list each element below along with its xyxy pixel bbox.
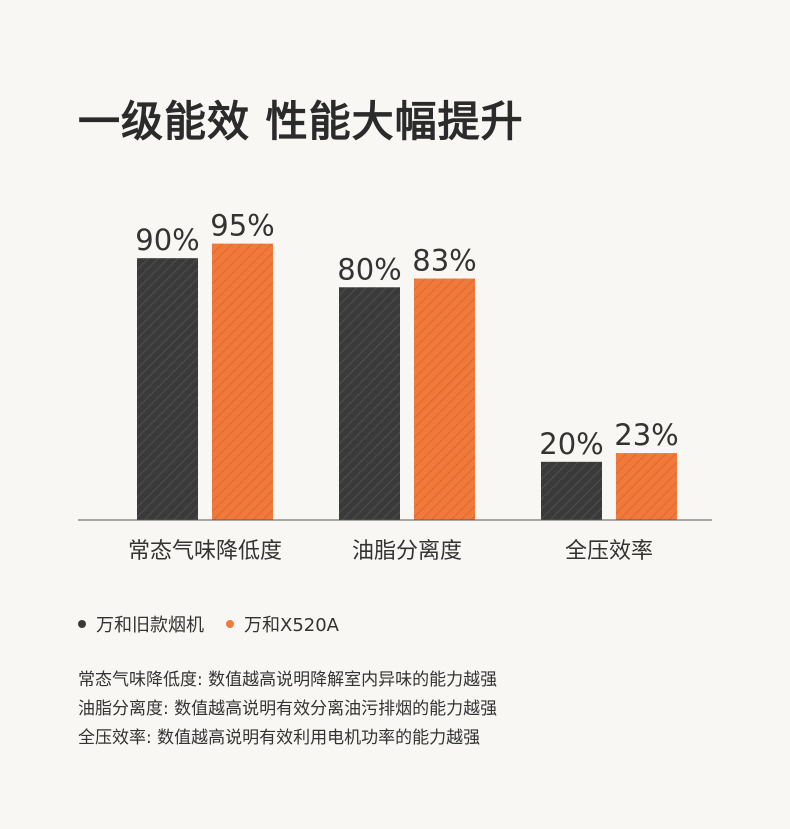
data-label-oil-separation-old: 80% <box>337 252 401 286</box>
tick-label-odor-reduction: 常态气味降低度 <box>128 539 282 564</box>
bar-pressure-efficiency-old <box>541 461 602 520</box>
metric-notes: 常态气味降低度: 数值越高说明降解室内异味的能力越强 油脂分离度: 数值越高说明… <box>78 666 497 753</box>
bar-odor-reduction-new <box>212 243 273 521</box>
bar-oil-separation-old <box>339 287 400 520</box>
tick-label-pressure-efficiency: 全压效率 <box>565 539 653 564</box>
bar-oil-separation-new <box>414 278 475 520</box>
data-label-odor-reduction-new: 95% <box>210 209 274 243</box>
data-label-pressure-efficiency-old: 20% <box>539 427 603 461</box>
legend-dot-new <box>226 620 234 628</box>
bar-pressure-efficiency-new <box>616 453 677 520</box>
tick-label-oil-separation: 油脂分离度 <box>352 539 462 564</box>
bar-chart: 90% 95% 80% 83% 20% 23% 常态气味降低度 油脂分离度 全压效率 <box>78 209 712 564</box>
legend-label-old: 万和旧款烟机 <box>96 615 204 636</box>
note-pressure-efficiency: 全压效率: 数值越高说明有效利用电机功率的能力越强 <box>78 728 481 748</box>
note-odor-reduction: 常态气味降低度: 数值越高说明降解室内异味的能力越强 <box>78 670 498 690</box>
page-title: 一级能效 性能大幅提升 <box>78 97 524 146</box>
legend-item-new: 万和X520A <box>226 611 339 637</box>
chart-legend: 万和旧款烟机 万和X520A <box>78 611 361 637</box>
data-label-oil-separation-new: 83% <box>412 244 476 278</box>
note-oil-separation: 油脂分离度: 数值越高说明有效分离油污排烟的能力越强 <box>78 699 498 719</box>
legend-item-old: 万和旧款烟机 <box>78 611 204 637</box>
data-label-odor-reduction-old: 90% <box>135 223 199 257</box>
legend-label-new: 万和X520A <box>244 615 340 636</box>
bar-odor-reduction-old <box>137 258 198 520</box>
legend-dot-old <box>78 620 86 628</box>
data-label-pressure-efficiency-new: 23% <box>614 418 678 452</box>
